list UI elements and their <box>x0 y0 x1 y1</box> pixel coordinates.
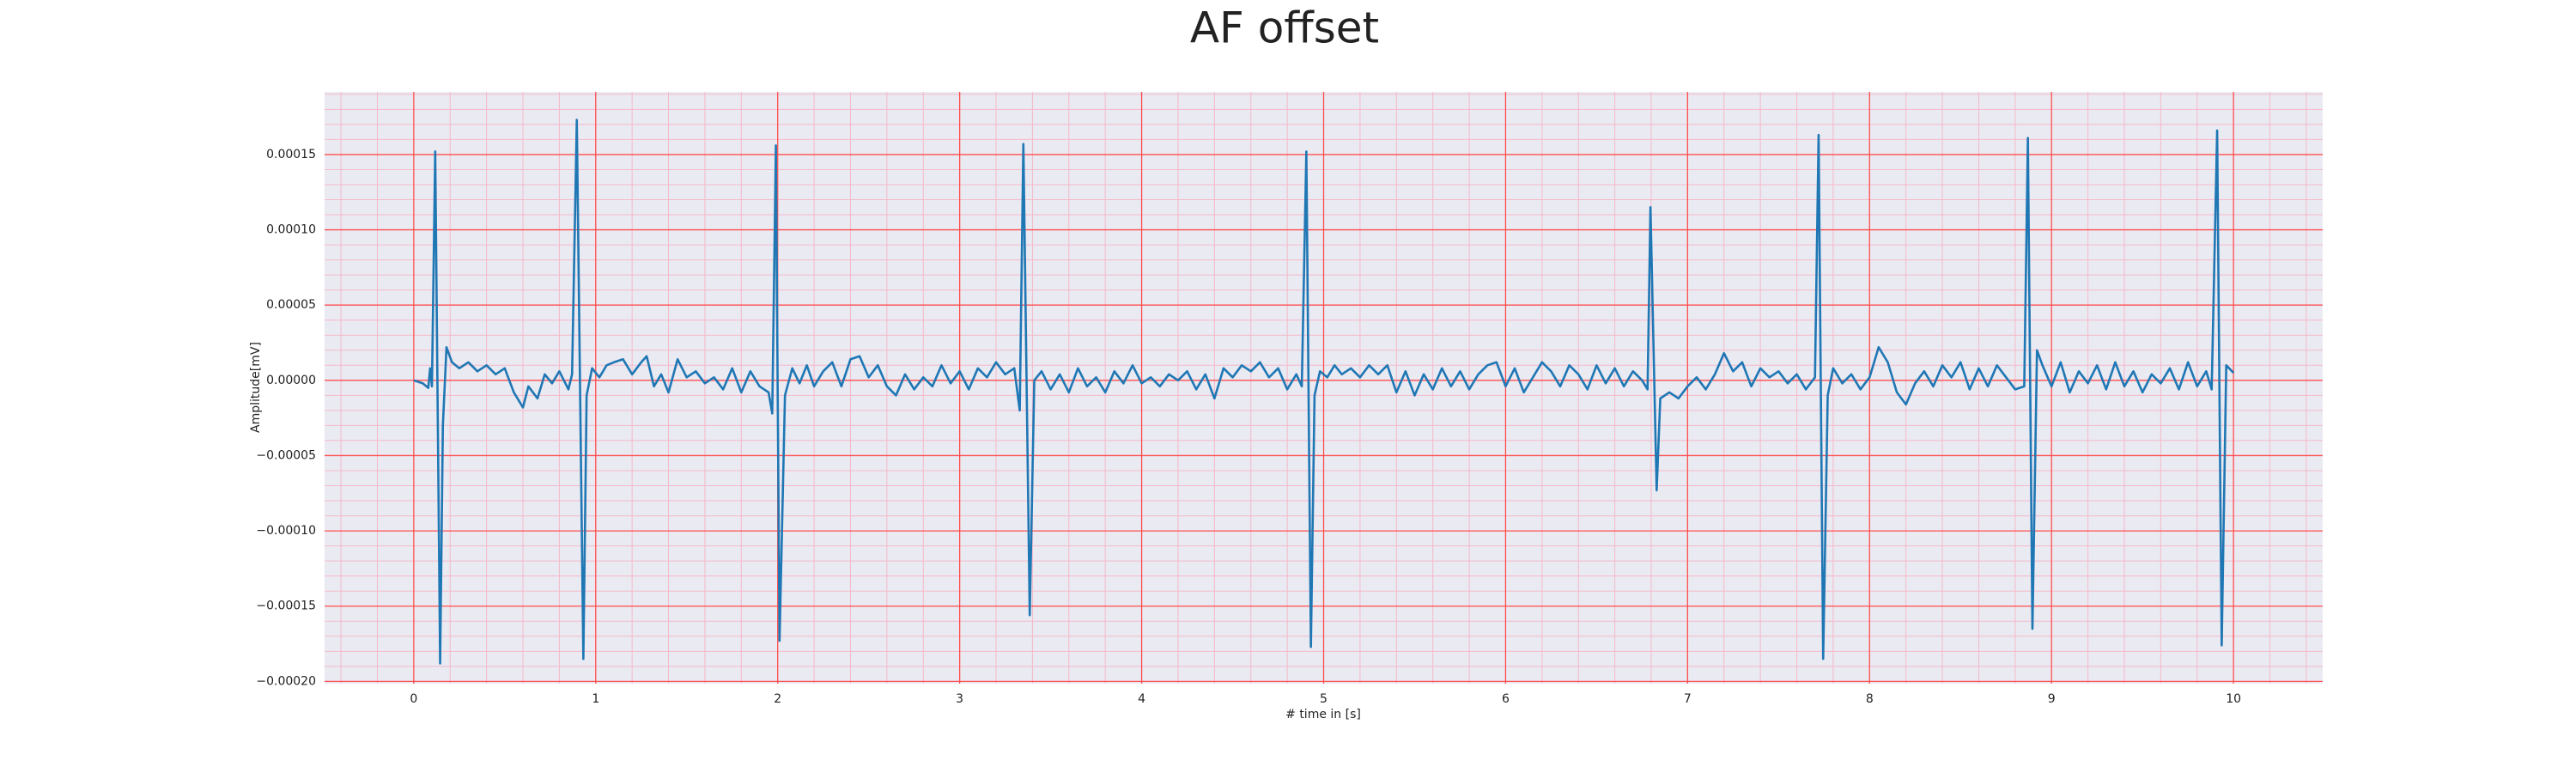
ecg-line <box>413 119 2235 665</box>
x-tick-label: 2 <box>774 692 781 706</box>
y-axis-label: Amplitude[mV] <box>249 342 263 433</box>
y-tick-label: −0.00010 <box>256 524 316 538</box>
y-tick-label: 0.00015 <box>266 148 316 161</box>
x-tick-label: 0 <box>410 692 417 706</box>
y-tick-label: −0.00015 <box>256 600 316 613</box>
x-tick-label: 7 <box>1684 692 1692 706</box>
x-tick-label: 10 <box>2226 692 2241 706</box>
x-axis-label: # time in [s] <box>1285 708 1361 721</box>
y-tick-label: 0.00000 <box>266 374 316 387</box>
x-tick-label: 8 <box>1866 692 1874 706</box>
marks <box>413 119 2235 665</box>
y-tick-label: 0.00010 <box>266 223 316 237</box>
x-tick-label: 4 <box>1138 692 1145 706</box>
x-tick-label: 9 <box>2048 692 2056 706</box>
x-tick-label: 6 <box>1502 692 1510 706</box>
x-tick-label: 3 <box>956 692 963 706</box>
y-tick-label: −0.00020 <box>256 674 316 688</box>
y-tick-label: −0.00005 <box>256 448 316 462</box>
chart-title: AF offset <box>1190 3 1379 53</box>
x-tick-label: 1 <box>592 692 599 706</box>
y-tick-label: 0.00005 <box>266 298 316 312</box>
x-tick-label: 5 <box>1320 692 1327 706</box>
